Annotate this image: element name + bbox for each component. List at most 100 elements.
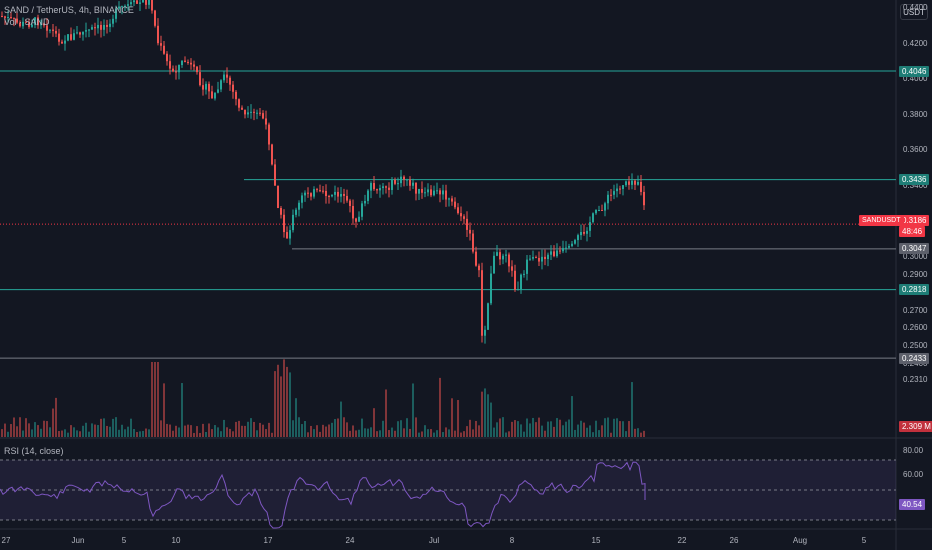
level-price-label[interactable]: 0.3047 <box>899 243 930 255</box>
rsi-tick: 80.00 <box>903 446 924 455</box>
volume-bar <box>328 424 330 437</box>
rsi-tick: 60.00 <box>903 470 924 479</box>
volume-bar <box>334 419 336 437</box>
level-price-label[interactable]: 0.3436 <box>899 174 930 186</box>
candle-body <box>559 250 561 252</box>
volume-bar <box>247 421 249 437</box>
current-price-label[interactable]: 0.3186 <box>899 215 930 226</box>
candle-body <box>229 77 231 85</box>
candle-body <box>310 193 312 197</box>
symbol-tag: SANDUSDT <box>859 215 904 226</box>
candle-body <box>88 29 90 31</box>
candle-body <box>67 34 69 41</box>
candle-body <box>265 118 267 125</box>
candle-body <box>313 189 315 197</box>
price-tick: 0.4000 <box>903 74 928 84</box>
candle-body <box>226 74 228 78</box>
candle-body <box>355 218 357 222</box>
volume-bar <box>109 426 111 437</box>
candle-body <box>115 8 117 19</box>
volume-bar <box>178 427 180 437</box>
candle-body <box>37 17 39 26</box>
volume-bar <box>85 422 87 437</box>
candle-body <box>289 230 291 239</box>
level-price-label[interactable]: 0.2818 <box>899 284 930 296</box>
volume-bar <box>205 431 207 437</box>
candle-body <box>565 247 567 249</box>
candle-body <box>415 182 417 194</box>
time-tick: 8 <box>509 536 515 545</box>
volume-bar <box>337 418 339 437</box>
volume-bar <box>40 428 42 437</box>
volume-bar <box>481 391 483 437</box>
volume-bar <box>376 431 378 437</box>
volume-bar <box>508 431 510 437</box>
candle-body <box>166 53 168 62</box>
candle-body <box>244 109 246 115</box>
volume-bar <box>343 417 345 437</box>
volume-bar <box>394 430 396 437</box>
candle-body <box>628 181 630 185</box>
volume-bar <box>73 427 75 437</box>
volume-bar <box>187 424 189 437</box>
candle-body <box>256 112 258 114</box>
volume-bar <box>550 421 552 437</box>
candle-body <box>556 250 558 257</box>
volume-bar <box>223 419 225 437</box>
volume-bar <box>58 430 60 437</box>
candle-body <box>76 32 78 34</box>
candle-body <box>358 216 360 222</box>
volume-bar <box>13 417 15 437</box>
candle-body <box>25 21 27 23</box>
candle-body <box>49 29 51 31</box>
candle-body <box>442 190 444 195</box>
volume-bar <box>382 420 384 437</box>
candle-body <box>526 259 528 274</box>
volume-bar <box>196 426 198 437</box>
volume-bar <box>637 428 639 437</box>
candle-body <box>247 112 249 115</box>
candle-body <box>331 194 333 197</box>
candle-body <box>163 45 165 54</box>
volume-bar <box>553 426 555 437</box>
volume-bar <box>22 430 24 437</box>
volume-bar <box>190 425 192 437</box>
rsi-legend: RSI (14, close) <box>4 446 64 456</box>
candle-body <box>7 16 9 18</box>
price-tick: 0.2700 <box>903 305 928 315</box>
currency-selector[interactable]: USDT <box>900 4 928 20</box>
candle-body <box>121 5 123 7</box>
candle-body <box>382 186 384 189</box>
candle-body <box>196 66 198 73</box>
time-tick: 22 <box>677 536 687 545</box>
volume-bar <box>91 423 93 437</box>
volume-bar <box>544 430 546 437</box>
candle-body <box>634 180 636 185</box>
candle-body <box>118 6 120 9</box>
volume-bar <box>526 418 528 437</box>
volume-bar <box>631 382 633 437</box>
volume-bar <box>280 376 282 437</box>
volume-bar <box>25 418 27 437</box>
candle-body <box>139 2 141 4</box>
candle-body <box>220 80 222 90</box>
volume-bar <box>130 418 132 437</box>
candle-body <box>124 5 126 7</box>
candle-body <box>145 0 147 5</box>
volume-bar <box>358 429 360 437</box>
candle-body <box>520 274 522 290</box>
volume-bar <box>406 418 408 437</box>
volume-bar <box>514 420 516 437</box>
volume-bar <box>43 420 45 437</box>
candle-body <box>523 273 525 275</box>
candle-body <box>103 24 105 30</box>
volume-bar <box>193 432 195 437</box>
candle-body <box>532 257 534 259</box>
level-price-label[interactable]: 0.4046 <box>899 65 930 77</box>
level-price-label[interactable]: 0.2433 <box>899 352 930 364</box>
volume-bar <box>628 421 630 437</box>
candle-body <box>364 200 366 204</box>
candle-body <box>598 209 600 211</box>
time-tick: 27 <box>1 536 11 545</box>
